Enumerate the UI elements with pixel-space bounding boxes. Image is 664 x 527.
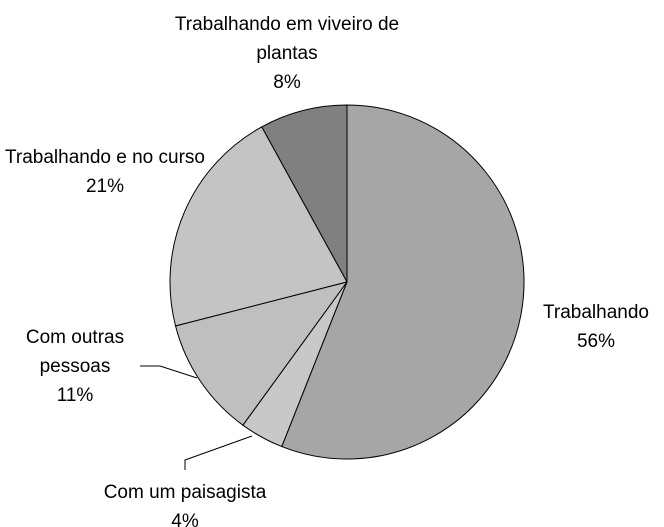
value-label: 8%	[273, 72, 301, 93]
slice-label: Trabalhando e no curso 21%	[0, 143, 210, 201]
pie-slice	[174, 281, 349, 426]
category-name: Com outras pessoas	[25, 327, 125, 377]
slice-label: Trabalhando em viveiro de plantas 8%	[172, 10, 402, 97]
value-label: 21%	[85, 176, 125, 197]
value-label: 11%	[56, 385, 94, 406]
category-name: Trabalhando em viveiro de plantas	[174, 14, 400, 64]
value-label: 56%	[576, 331, 616, 352]
leader-line	[184, 435, 253, 470]
leader-line	[140, 365, 198, 379]
pie-slice	[261, 104, 348, 283]
slice-label: Trabalhando 56%	[521, 298, 664, 356]
value-label: 4%	[171, 511, 199, 527]
pie-slice	[281, 104, 525, 460]
slice-label: Com outras pessoas 11%	[0, 323, 150, 410]
slice-label: Com um paisagista 4%	[55, 478, 315, 527]
pie-slice	[169, 126, 348, 327]
category-name: Trabalhando e no curso	[5, 147, 205, 168]
category-name: Com um paisagista	[103, 482, 267, 503]
category-name: Trabalhando	[543, 302, 649, 323]
